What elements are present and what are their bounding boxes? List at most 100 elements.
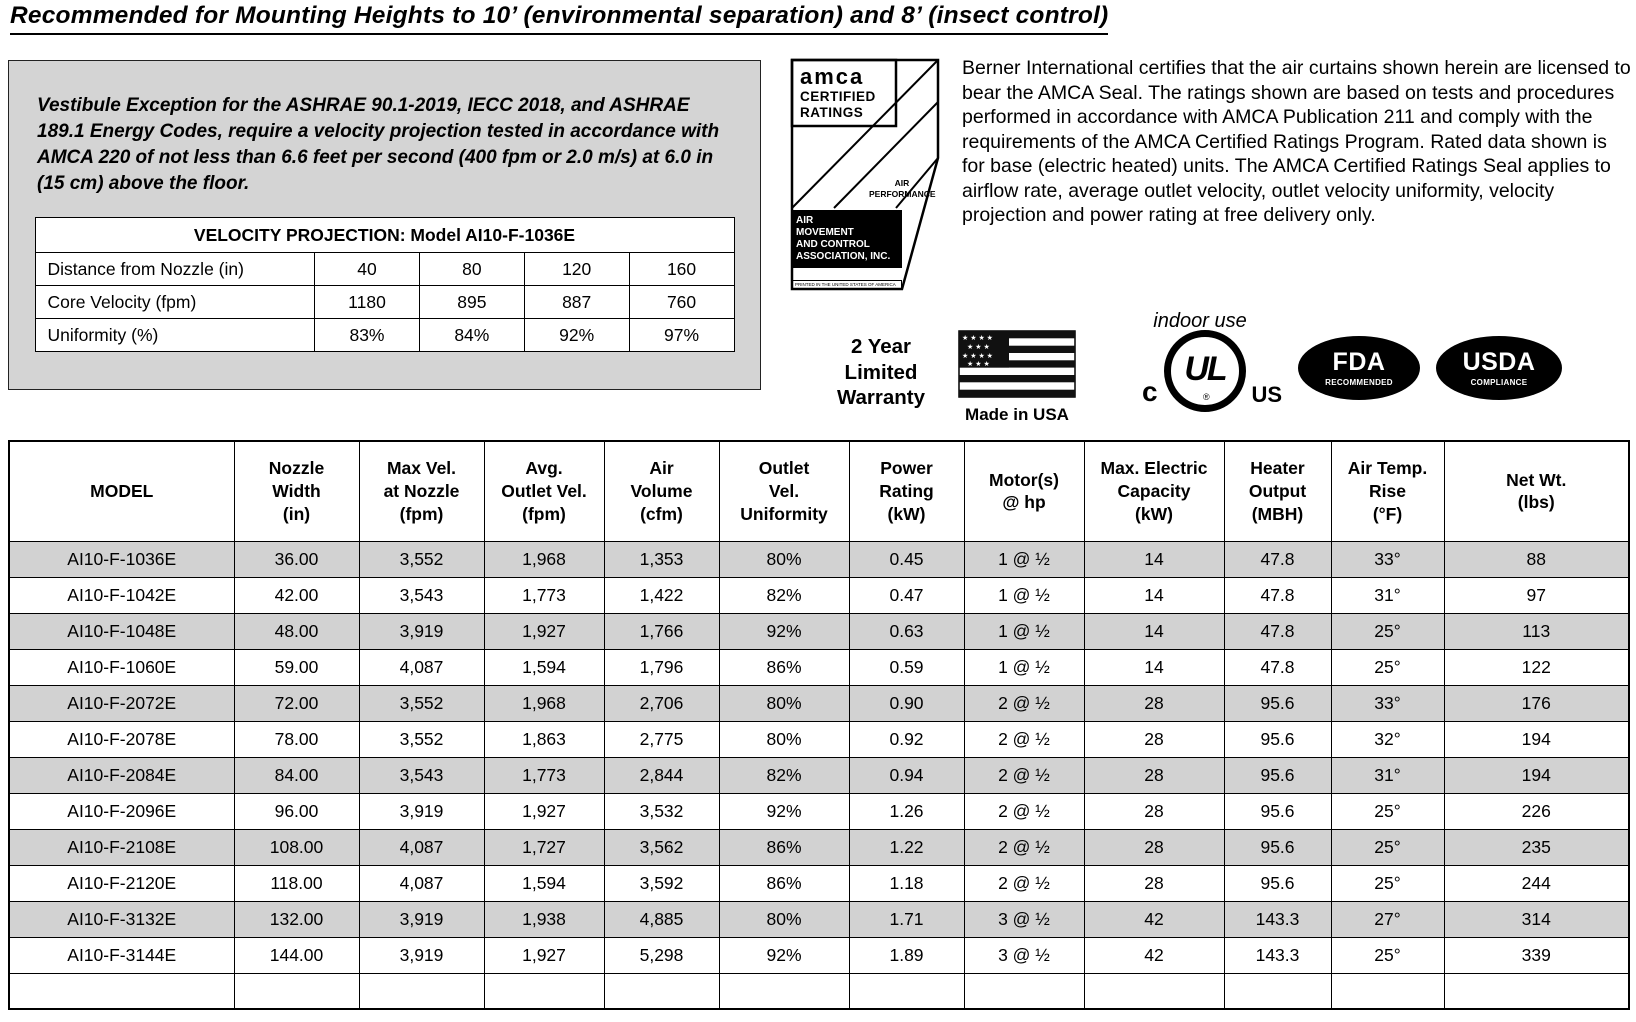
cell: 92% <box>523 318 630 353</box>
cell: 1,927 <box>483 792 605 830</box>
cell: 108.00 <box>233 828 360 866</box>
column-header: Net Wt. (lbs) <box>1443 440 1630 542</box>
usa-flag-icon: ★ ★ ★ ★ ★ ★ ★ ★ ★ ★ ★ ★ ★ ★ <box>958 330 1076 398</box>
cell: 28 <box>1083 864 1225 902</box>
table-row: AI10-F-2072E 72.00 3,552 1,968 2,706 80% 0.90 2… <box>8 684 1630 722</box>
cell: 3,919 <box>358 792 485 830</box>
amca-air-performance-text: AIR PERFORMANCE <box>869 178 936 200</box>
cell: 92% <box>718 612 850 650</box>
cell: 14 <box>1083 612 1225 650</box>
cell: 3,919 <box>358 612 485 650</box>
cell: 25° <box>1330 864 1445 902</box>
cell: 1,968 <box>483 540 605 578</box>
cell: AI10-F-2084E <box>8 756 235 794</box>
cell: 97% <box>628 318 735 353</box>
cell: 31° <box>1330 756 1445 794</box>
cell: 86% <box>718 648 850 686</box>
cell: 28 <box>1083 720 1225 758</box>
cell: 96.00 <box>233 792 360 830</box>
cell: 3,543 <box>358 576 485 614</box>
cell: 3 @ ½ <box>963 900 1085 938</box>
table-row: AI10-F-1048E 48.00 3,919 1,927 1,766 92% 0.63 1… <box>8 612 1630 650</box>
warranty-badge: 2 Year Limited Warranty <box>836 335 926 410</box>
cell: 1180 <box>314 285 420 320</box>
table-row: AI10-F-1036E 36.00 3,552 1,968 1,353 80% 0.45 1… <box>8 540 1630 578</box>
model-specifications-table: MODEL Nozzle Width (in) Max Vel. at Nozzle… <box>8 440 1630 1010</box>
cell: 95.6 <box>1223 792 1332 830</box>
cell: 3,919 <box>358 900 485 938</box>
cell: 760 <box>628 285 735 320</box>
table-row: AI10-F-1042E 42.00 3,543 1,773 1,422 82% 0.47 1… <box>8 576 1630 614</box>
page-title: Recommended for Mounting Heights to 10’ … <box>10 2 1109 35</box>
cell: 1,927 <box>483 612 605 650</box>
velocity-projection-table: VELOCITY PROJECTION: Model AI10-F-1036E … <box>34 217 735 353</box>
cell: 1,773 <box>483 756 605 794</box>
cell <box>1083 972 1225 1010</box>
cell: 25° <box>1330 612 1445 650</box>
cell: 1 @ ½ <box>963 612 1085 650</box>
vestibule-exception-text: Vestibule Exception for the ASHRAE 90.1-… <box>37 95 720 195</box>
cell: 0.59 <box>848 648 965 686</box>
column-header: Air Volume (cfm) <box>603 440 720 542</box>
cul-us-listing-mark: c UL ® US <box>1142 330 1282 424</box>
cell <box>1223 972 1332 1010</box>
cell: 14 <box>1083 540 1225 578</box>
cell <box>358 972 485 1010</box>
svg-text:★ ★ ★: ★ ★ ★ <box>967 343 990 351</box>
table-row: VELOCITY PROJECTION: Model AI10-F-1036E <box>34 217 735 254</box>
cell: 2 @ ½ <box>963 684 1085 722</box>
cell: 42.00 <box>233 576 360 614</box>
cell: 1.18 <box>848 864 965 902</box>
cell: 47.8 <box>1223 540 1332 578</box>
cell: 92% <box>718 792 850 830</box>
cell: 28 <box>1083 828 1225 866</box>
cell: AI10-F-1042E <box>8 576 235 614</box>
velocity-table-title: VELOCITY PROJECTION: Model AI10-F-1036E <box>34 217 735 254</box>
usda-subtitle: COMPLIANCE <box>1470 377 1528 387</box>
amca-certification-statement: Berner International certifies that the … <box>962 57 1631 227</box>
cell <box>963 972 1085 1010</box>
cell: 86% <box>718 864 850 902</box>
column-header: Max Vel. at Nozzle (fpm) <box>358 440 485 542</box>
cell: 1,594 <box>483 864 605 902</box>
cell: 1,796 <box>603 648 720 686</box>
cell: 1,863 <box>483 720 605 758</box>
cell: 3,552 <box>358 684 485 722</box>
cell: 0.47 <box>848 576 965 614</box>
cell: 95.6 <box>1223 828 1332 866</box>
cell: AI10-F-1060E <box>8 648 235 686</box>
fda-recommended-badge: FDA RECOMMENDED <box>1298 336 1420 400</box>
cell: 48.00 <box>233 612 360 650</box>
table-row: AI10-F-3132E 132.00 3,919 1,938 4,885 80% 1.71… <box>8 900 1630 938</box>
svg-text:★ ★ ★ ★: ★ ★ ★ ★ <box>962 352 993 360</box>
cell: 83% <box>314 318 420 353</box>
ul-letters: UL <box>1184 350 1227 388</box>
cell: 84% <box>418 318 525 353</box>
cell: AI10-F-1036E <box>8 540 235 578</box>
cell <box>1330 972 1445 1010</box>
cell: 1 @ ½ <box>963 648 1085 686</box>
column-header: Outlet Vel. Uniformity <box>718 440 850 542</box>
cell: 84.00 <box>233 756 360 794</box>
cell: 28 <box>1083 756 1225 794</box>
cell: 160 <box>628 252 735 287</box>
cell <box>8 972 235 1010</box>
table-row: Distance from Nozzle (in) 40 80 120 160 <box>34 252 735 287</box>
column-header: Avg. Outlet Vel. (fpm) <box>483 440 605 542</box>
cell: 1 @ ½ <box>963 540 1085 578</box>
table-row: Core Velocity (fpm) 1180 895 887 760 <box>34 285 735 320</box>
cell: 3,592 <box>603 864 720 902</box>
cell <box>233 972 360 1010</box>
cell: 314 <box>1443 900 1630 938</box>
cell: 3,919 <box>358 936 485 974</box>
cell: 3,543 <box>358 756 485 794</box>
column-header: Power Rating (kW) <box>848 440 965 542</box>
cell: 176 <box>1443 684 1630 722</box>
cell: 1,938 <box>483 900 605 938</box>
cell: 25° <box>1330 648 1445 686</box>
cell: 80% <box>718 684 850 722</box>
cell: 80% <box>718 900 850 938</box>
table-header-row: MODEL Nozzle Width (in) Max Vel. at Nozzle… <box>8 440 1630 542</box>
cell: 144.00 <box>233 936 360 974</box>
